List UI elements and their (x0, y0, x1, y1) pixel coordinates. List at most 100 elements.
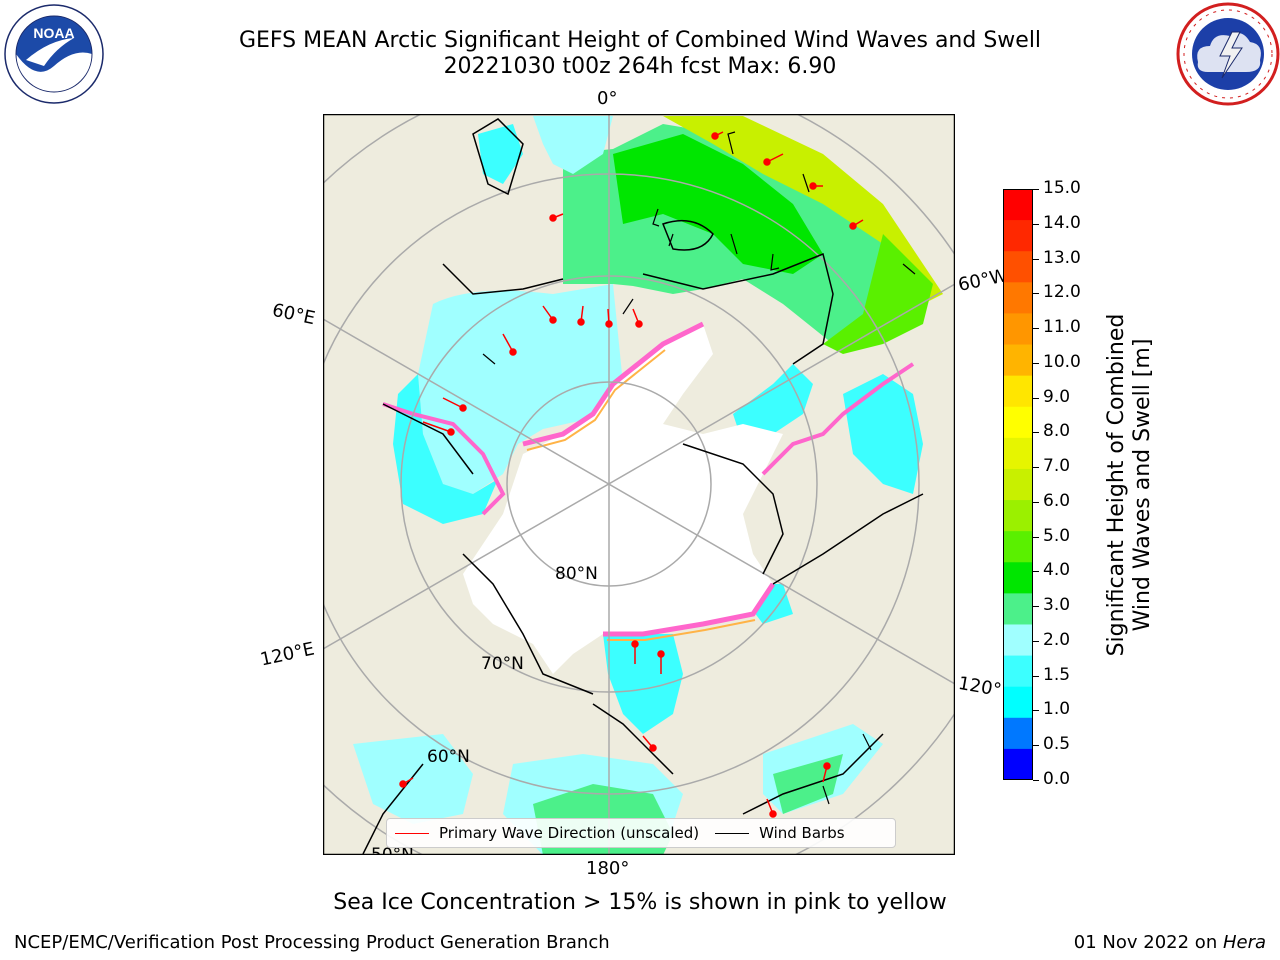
wind-barbs (482, 131, 916, 805)
colorbar-segment (1003, 220, 1033, 252)
map-legend: Primary Wave Direction (unscaled) Wind B… (386, 818, 896, 848)
colorbar-segment (1003, 562, 1033, 594)
colorbar-tick-label: 10.0 (1043, 351, 1081, 372)
ice-edge-pacific (603, 582, 776, 637)
wind-barbs-legend-swatch (715, 832, 750, 834)
colorbar-segment (1003, 500, 1033, 532)
wave-direction-legend-label: Primary Wave Direction (unscaled) (439, 824, 700, 842)
ice-edge-pacific-inner (607, 619, 756, 641)
colorbar-ticks: 15.0 14.0 13.0 12.0 11.0 10.0 9.0 8.0 7.0 6.0 5.0 4… (1033, 178, 1103, 789)
colorbar-tick-mark (1033, 397, 1039, 399)
svg-text:NOAA: NOAA (33, 25, 74, 41)
lon-label-bottom: 180° (586, 858, 630, 879)
colorbar-tick-mark (1033, 571, 1039, 573)
colorbar-segment (1003, 717, 1033, 750)
colorbar-segment (1003, 313, 1033, 346)
colorbar-label: Significant Height of Combined Wind Wave… (1104, 205, 1156, 765)
colorbar-tick-mark (1033, 640, 1039, 642)
footer-date: 01 Nov 2022 on (1073, 932, 1223, 953)
lon-label-top: 0° (597, 88, 618, 109)
colorbar-tick-mark (1033, 710, 1039, 712)
colorbar-segment (1003, 748, 1033, 781)
colorbar-tick-mark (1033, 362, 1039, 364)
nws-logo (1176, 2, 1280, 106)
colorbar-tick-mark (1033, 258, 1039, 260)
colorbar-tick-mark (1033, 606, 1039, 608)
ice-edge-atlantic (522, 321, 705, 447)
colorbar-tick-label: 15.0 (1043, 178, 1081, 198)
colorbar-tick-mark (1033, 223, 1039, 225)
colorbar-tick-label: 9.0 (1043, 386, 1071, 407)
colorbar-segment (1003, 468, 1033, 501)
lat-label-50: 50°N (371, 845, 414, 855)
colorbar-segment (1003, 344, 1033, 377)
colorbar-tick-label: 2.0 (1043, 629, 1071, 650)
colorbar-tick-mark (1033, 467, 1039, 469)
colorbar-segment (1003, 406, 1033, 439)
ocean-white-sea-cyan (533, 116, 613, 174)
colorbar-segment (1003, 686, 1033, 719)
colorbar-tick-mark (1033, 501, 1039, 503)
lat-label-70: 70°N (481, 654, 524, 674)
ocean-greenland-sea-green (613, 134, 823, 274)
colorbar-tick-label: 13.0 (1043, 247, 1081, 268)
colorbar-tick-label: 6.0 (1043, 490, 1071, 511)
colorbar-tick-label: 7.0 (1043, 456, 1071, 477)
ocean-bothnia (478, 124, 523, 184)
colorbar-tick-label: 1.0 (1043, 699, 1071, 720)
lon-label-left-lower: 120°E (258, 638, 317, 671)
colorbar-label-line1: Significant Height of Combined (1104, 313, 1129, 657)
lat-label-80: 80°N (555, 564, 598, 584)
colorbar-tick-mark (1033, 432, 1039, 434)
colorbar-tick-label: 5.0 (1043, 525, 1071, 546)
ice-edge-atlantic-inner (526, 349, 666, 451)
colorbar-tick-mark (1033, 536, 1039, 538)
ice-edge-siberia (382, 402, 506, 516)
colorbar-segment (1003, 251, 1033, 283)
ocean-kara-cyan (393, 374, 498, 524)
colorbar-tick-label: 12.0 (1043, 282, 1081, 303)
colorbar-segment (1003, 375, 1033, 408)
colorbar-tick-label: 8.0 (1043, 421, 1071, 442)
wave-direction-arrows (399, 131, 864, 818)
chart-title: GEFS MEAN Arctic Significant Height of C… (238, 28, 1042, 53)
colorbar-tick-label: 4.0 (1043, 560, 1071, 581)
ocean-okhotsk (353, 734, 473, 824)
ocean-chukchi (603, 634, 683, 734)
colorbar-tick-label: 0.5 (1043, 734, 1071, 755)
colorbar-tick-label: 1.5 (1043, 664, 1071, 685)
colorbar-segment (1003, 624, 1033, 657)
lat-label-60: 60°N (427, 747, 470, 767)
lon-label-left-upper: 60°E (270, 299, 317, 330)
arctic-sea-ice (463, 324, 783, 674)
colorbar-segment (1003, 531, 1033, 563)
noaa-logo: NOAA (4, 4, 104, 104)
coastlines (362, 118, 924, 855)
colorbar-tick-label: 14.0 (1043, 212, 1081, 233)
colorbar-border (1003, 189, 1033, 780)
graticule (323, 114, 955, 855)
colorbar-tick-mark (1033, 293, 1039, 295)
colorbar-tick-label: 0.0 (1043, 769, 1071, 789)
ice-edge-canada (761, 362, 915, 476)
footer-left: NCEP/EMC/Verification Post Processing Pr… (14, 932, 610, 953)
colorbar-segment (1003, 593, 1033, 625)
colorbar-tick-label: 3.0 (1043, 595, 1071, 616)
colorbar-segment (1003, 437, 1033, 470)
footer-right: 01 Nov 2022 on Hera (1074, 932, 1266, 953)
colorbar-tick-mark (1033, 675, 1039, 677)
lon-label-right-upper: 60°W (956, 265, 1010, 296)
colorbar-tick-mark (1033, 189, 1039, 190)
colorbar (1003, 189, 1033, 781)
ocean-baffin-cyan (733, 364, 813, 444)
colorbar-segment (1003, 655, 1033, 688)
colorbar-tick-mark (1033, 328, 1039, 330)
ocean-north-atlantic-green (823, 234, 933, 354)
chart-subtitle: 20221030 t00z 264h fcst Max: 6.90 (443, 54, 837, 79)
colorbar-segment (1003, 189, 1033, 221)
ocean-labrador-cyan (843, 374, 923, 494)
wave-direction-legend-swatch (395, 832, 429, 834)
colorbar-label-line2: Wind Waves and Swell [m] (1130, 338, 1155, 632)
colorbar-segment (1003, 282, 1033, 314)
colorbar-tick-label: 11.0 (1043, 317, 1081, 338)
